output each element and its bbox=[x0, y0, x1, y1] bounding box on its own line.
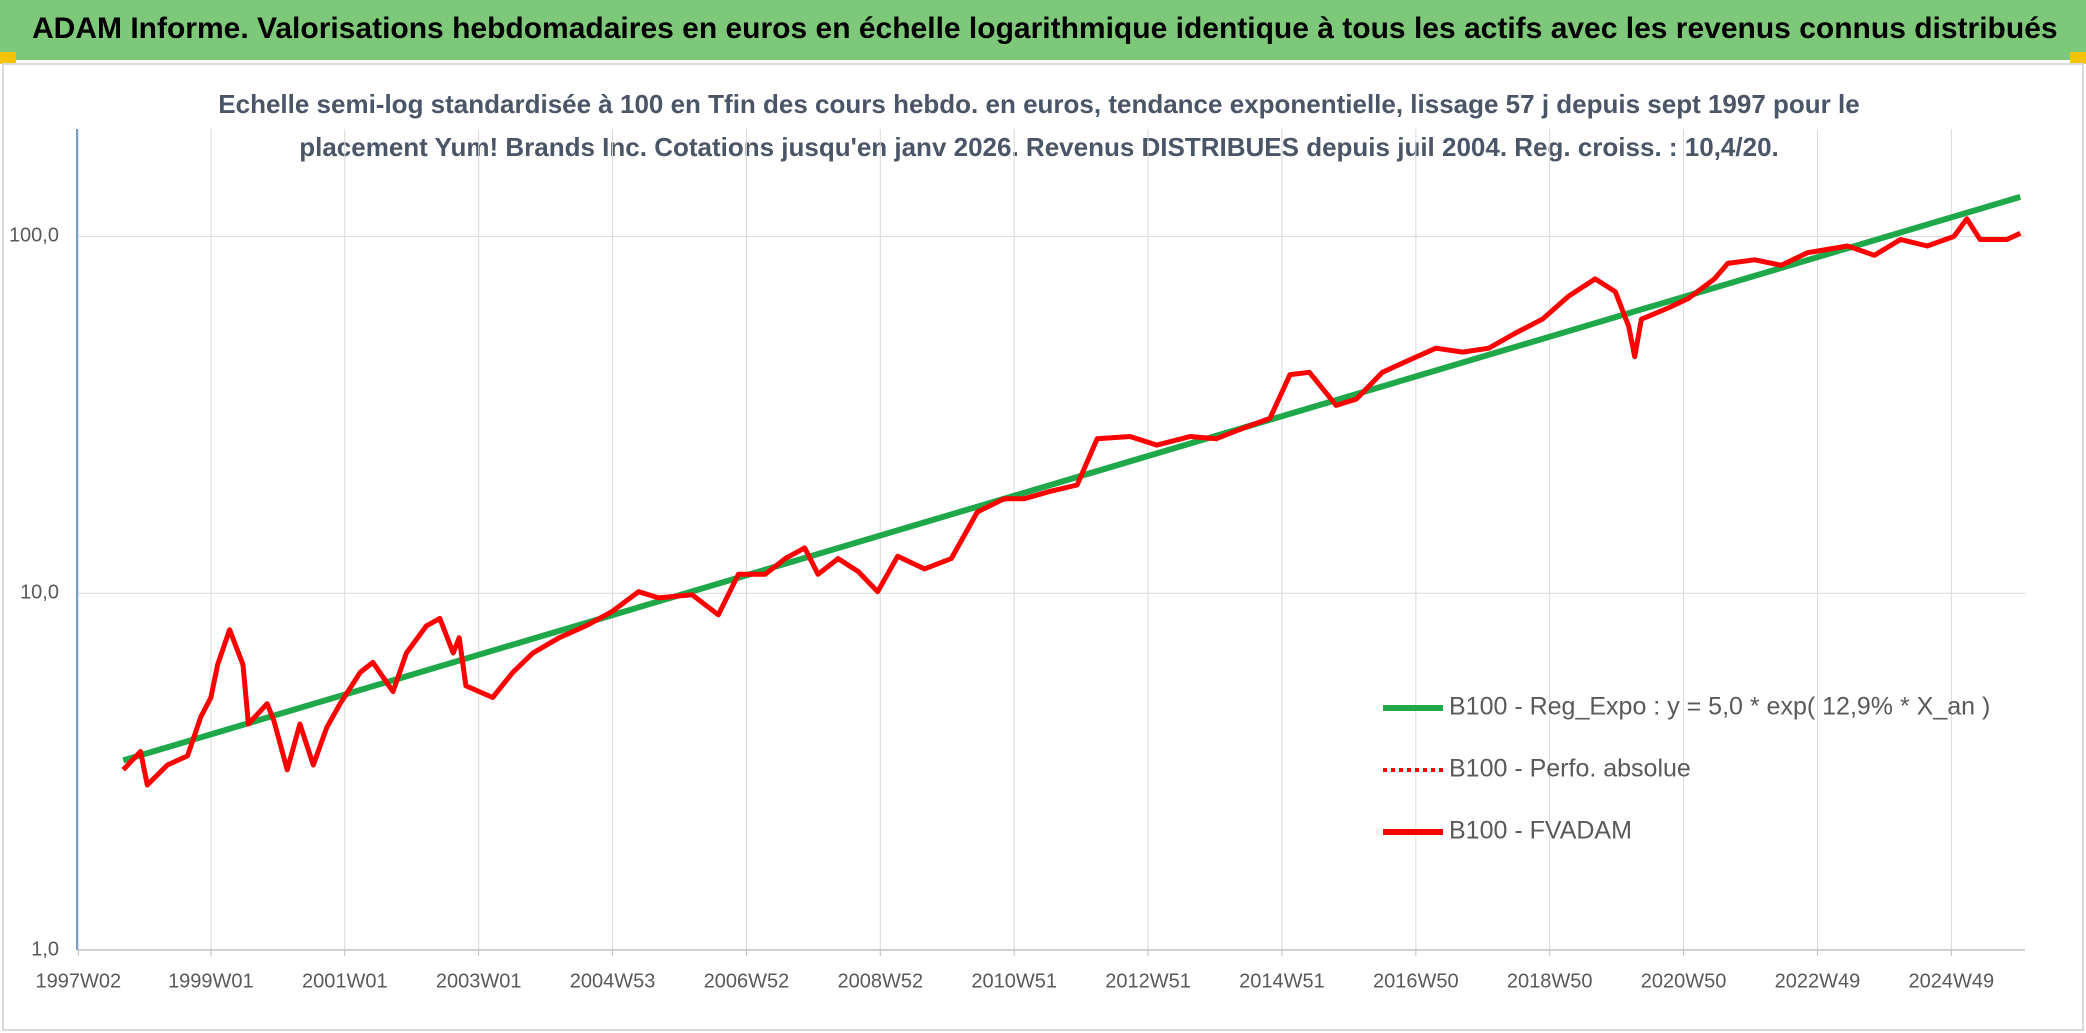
x-tick-label: 2018W50 bbox=[1507, 970, 1593, 992]
x-tick-label: 2022W49 bbox=[1775, 970, 1861, 992]
x-tick-label: 1997W02 bbox=[36, 970, 122, 992]
x-tick-label: 2024W49 bbox=[1909, 970, 1995, 992]
x-tick-label: 2016W50 bbox=[1373, 970, 1459, 992]
x-tick-label: 2003W01 bbox=[436, 970, 522, 992]
x-tick-label: 2010W51 bbox=[971, 970, 1057, 992]
series-line bbox=[122, 194, 2022, 764]
corner-mark bbox=[0, 52, 16, 64]
x-tick-label: 2020W50 bbox=[1641, 970, 1727, 992]
y-tick-label: 100,0 bbox=[9, 225, 59, 247]
legend-label: B100 - Reg_Expo : y = 5,0 * exp( 12,9% *… bbox=[1449, 693, 1990, 721]
header-bar bbox=[0, 0, 2086, 60]
x-tick-label: 2012W51 bbox=[1105, 970, 1191, 992]
x-tick-label: 2001W01 bbox=[302, 970, 388, 992]
x-tick-label: 2014W51 bbox=[1239, 970, 1325, 992]
y-tick-label: 10,0 bbox=[20, 581, 59, 603]
corner-mark bbox=[2070, 52, 2086, 64]
legend-label: B100 - FVADAM bbox=[1449, 817, 1632, 845]
x-tick-label: 2008W52 bbox=[837, 970, 923, 992]
x-tick-label: 2004W53 bbox=[570, 970, 656, 992]
x-tick-label: 2006W52 bbox=[704, 970, 790, 992]
y-tick-label: 1,0 bbox=[31, 938, 59, 960]
x-tick-label: 1999W01 bbox=[168, 970, 254, 992]
chart-subtitle: placement Yum! Brands Inc. Cotations jus… bbox=[299, 132, 1779, 162]
chart-title: ADAM Informe. Valorisations hebdomadaire… bbox=[32, 12, 2058, 45]
chart-subtitle: Echelle semi-log standardisée à 100 en T… bbox=[218, 89, 1859, 119]
series-line bbox=[121, 216, 2022, 788]
chart-frame bbox=[2, 63, 2084, 1031]
legend-label: B100 - Perfo. absolue bbox=[1449, 755, 1691, 783]
